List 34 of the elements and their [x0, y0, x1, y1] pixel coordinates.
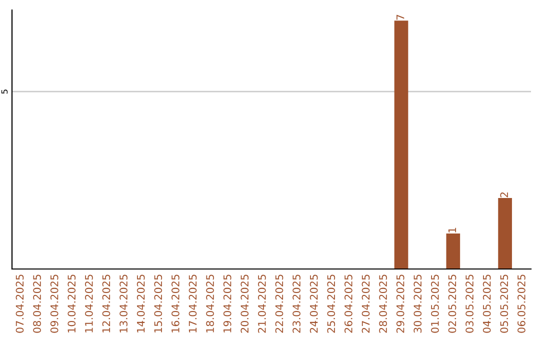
- x-tick-label: 01.05.2025: [430, 274, 439, 333]
- x-tick-label: 18.04.2025: [206, 274, 214, 332]
- x-tick-label: 08.04.2025: [33, 274, 41, 333]
- x-tick-label: 28.04.2025: [379, 274, 387, 333]
- x-tick-label: 24.04.2025: [310, 274, 318, 333]
- x-tick-label: 04.05.2025: [482, 274, 491, 333]
- x-tick-label: 11.04.2025: [84, 274, 93, 332]
- x-tick-label: 16.04.2025: [171, 274, 180, 332]
- x-tick-label: 19.04.2025: [223, 274, 232, 332]
- x-tick-label: 17.04.2025: [188, 274, 197, 332]
- x-tick-label: 30.04.2025: [414, 274, 422, 333]
- x-tick-label: 10.04.2025: [68, 274, 76, 332]
- x-tick-label: 26.04.2025: [344, 274, 352, 333]
- x-tick-label: 20.04.2025: [240, 274, 249, 333]
- x-tick-label: 09.04.2025: [50, 274, 58, 333]
- x-tick-label: 15.04.2025: [154, 274, 162, 332]
- y-tick-label: 5: [1, 90, 8, 94]
- data-label: 7: [396, 14, 404, 20]
- x-tick-label: 07.04.2025: [16, 274, 24, 333]
- x-tick-label: 02.05.2025: [448, 274, 456, 333]
- x-tick-label: 03.05.2025: [466, 274, 474, 333]
- x-tick-label: 05.05.2025: [500, 274, 508, 333]
- x-tick-label: 06.05.2025: [517, 274, 526, 333]
- x-tick-label: 29.04.2025: [396, 274, 404, 333]
- data-label: 2: [500, 192, 508, 198]
- x-tick-label: 27.04.2025: [362, 274, 370, 333]
- x-tick-label: 23.04.2025: [292, 274, 300, 333]
- x-tick-label: 21.04.2025: [258, 274, 266, 333]
- x-tick-label: 13.04.2025: [120, 274, 128, 332]
- x-tick-label: 14.04.2025: [136, 274, 145, 332]
- x-tick-label: 22.04.2025: [275, 274, 284, 333]
- x-tick-label: 25.04.2025: [327, 274, 336, 333]
- x-tick-label: 12.04.2025: [102, 274, 110, 332]
- data-label: 1: [448, 228, 456, 232]
